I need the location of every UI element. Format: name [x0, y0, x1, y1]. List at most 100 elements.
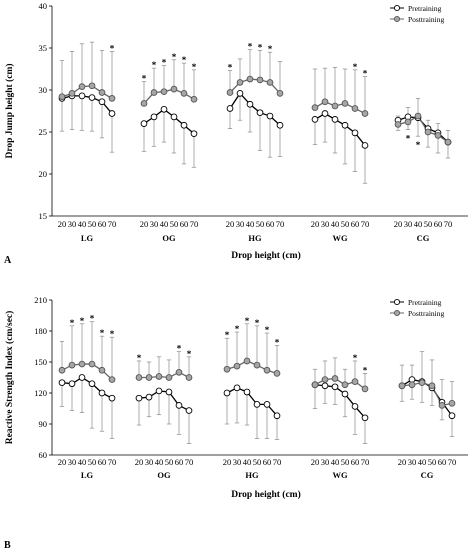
data-point-post: [438, 402, 446, 409]
data-point-pre: [226, 105, 234, 112]
data-point-pre: [246, 100, 254, 108]
data-point-pre: [108, 394, 116, 402]
data-point-post: [311, 104, 319, 111]
data-point-post: [394, 121, 402, 128]
data-point-post: [88, 360, 96, 368]
x-tick-label: 30: [68, 457, 77, 467]
x-tick-label: 70: [108, 457, 117, 467]
data-point-post: [175, 368, 183, 376]
x-tick-label: 50: [428, 457, 437, 467]
y-tick-label: 150: [34, 357, 47, 367]
data-point-post: [223, 365, 231, 373]
x-tick-label: 30: [321, 219, 330, 229]
data-point-post: [226, 89, 234, 96]
data-point-post: [108, 95, 116, 102]
x-tick-label: 70: [108, 219, 117, 229]
data-point-post: [246, 75, 254, 83]
data-point-pre: [351, 129, 359, 137]
significance-marker: *: [268, 44, 273, 54]
significance-marker: *: [137, 353, 142, 363]
data-point-pre: [311, 116, 319, 123]
data-point-post: [88, 82, 96, 90]
data-point-post: [321, 376, 329, 383]
y-axis-title: Drop Jump height (cm): [4, 63, 15, 158]
data-point-post: [145, 374, 153, 381]
significance-marker: *: [70, 318, 75, 328]
data-point-post: [276, 90, 284, 97]
data-point-pre: [361, 142, 369, 149]
group-label: WG: [332, 233, 348, 243]
significance-marker: *: [245, 316, 250, 326]
x-tick-label: 40: [414, 219, 423, 229]
data-point-pre: [145, 393, 153, 401]
x-tick-label: 70: [190, 219, 199, 229]
x-tick-label: 70: [273, 457, 282, 467]
data-point-post: [68, 90, 76, 97]
panel-letter: B: [4, 540, 11, 551]
x-tick-label: 60: [180, 219, 189, 229]
x-tick-label: 20: [140, 219, 149, 229]
x-tick-label: 60: [263, 457, 272, 467]
data-point-post: [444, 138, 452, 146]
x-tick-label: 40: [78, 219, 87, 229]
data-point-post: [190, 95, 198, 103]
significance-marker: *: [177, 344, 182, 354]
data-point-post: [68, 361, 76, 369]
data-point-pre: [256, 109, 264, 117]
significance-marker: *: [110, 329, 115, 339]
data-point-post: [140, 100, 148, 107]
data-point-post: [108, 376, 116, 383]
significance-marker: *: [80, 316, 85, 326]
legend-marker-pre: [393, 4, 401, 12]
data-point-post: [160, 88, 168, 96]
significance-marker: *: [228, 63, 233, 73]
data-point-post: [253, 361, 261, 369]
series-line-pre: [143, 108, 195, 135]
data-point-post: [428, 382, 436, 390]
significance-marker: *: [248, 42, 253, 52]
data-point-pre: [88, 94, 96, 101]
x-tick-label: 70: [444, 219, 453, 229]
data-point-pre: [98, 389, 106, 397]
data-point-pre: [155, 387, 163, 395]
series-line-pre: [314, 384, 366, 419]
data-point-post: [78, 83, 86, 90]
data-point-pre: [140, 120, 148, 127]
data-point-post: [236, 79, 244, 86]
x-tick-label: 40: [155, 457, 164, 467]
data-point-post: [180, 90, 188, 97]
significance-marker: *: [363, 365, 368, 375]
x-tick-label: 70: [276, 219, 285, 229]
data-point-post: [185, 374, 193, 381]
x-tick-label: 20: [311, 457, 320, 467]
x-tick-label: 30: [404, 219, 413, 229]
group-label: CG: [417, 233, 430, 243]
significance-marker: *: [353, 62, 358, 72]
x-tick-label: 20: [135, 457, 144, 467]
x-tick-label: 20: [223, 457, 232, 467]
x-tick-label: 20: [398, 457, 407, 467]
series-line-pre: [314, 112, 366, 146]
legend-marker-pre: [393, 298, 401, 306]
data-point-post: [98, 366, 106, 374]
x-tick-label: 40: [418, 457, 427, 467]
data-point-pre: [341, 121, 349, 129]
data-point-post: [331, 375, 339, 382]
x-tick-label: 50: [341, 219, 350, 229]
group-label: HG: [245, 470, 259, 480]
x-axis-title: Drop height (cm): [231, 489, 300, 500]
data-point-pre: [273, 412, 281, 420]
x-tick-label: 50: [170, 219, 179, 229]
significance-marker: *: [275, 337, 280, 347]
y-tick-label: 90: [39, 419, 48, 429]
legend-label-post: Posttraining: [408, 15, 445, 24]
significance-marker: *: [235, 324, 240, 334]
significance-marker: *: [225, 330, 230, 340]
data-point-pre: [276, 121, 284, 129]
x-tick-label: 70: [185, 457, 194, 467]
x-tick-label: 30: [408, 457, 417, 467]
x-tick-label: 30: [68, 219, 77, 229]
data-point-post: [311, 381, 319, 389]
data-point-pre: [243, 388, 251, 396]
